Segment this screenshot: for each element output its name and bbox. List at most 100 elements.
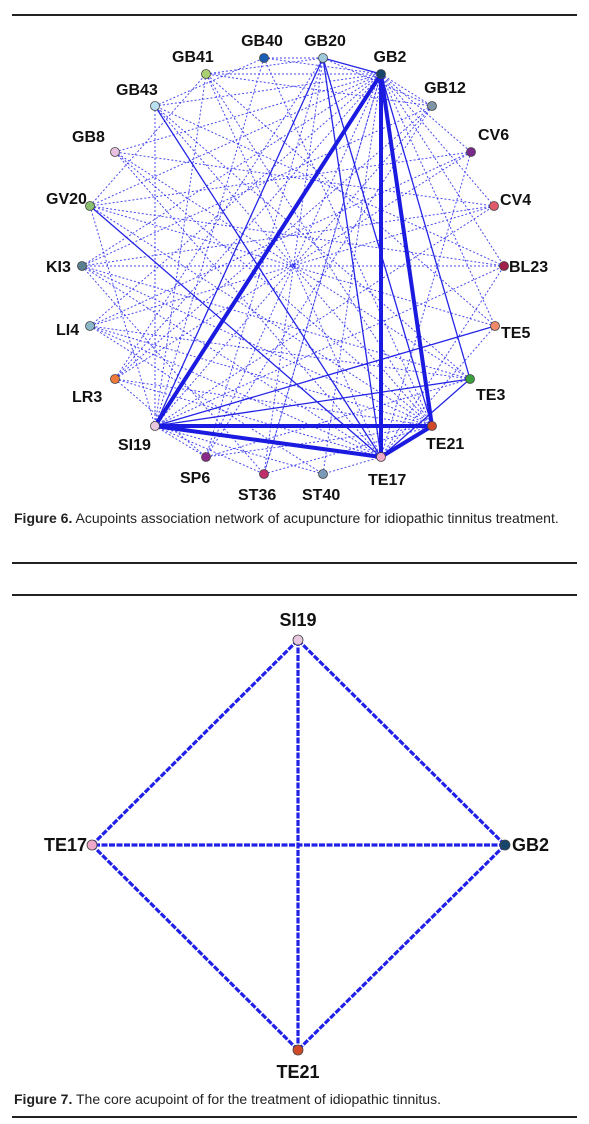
edge-dotted-LI4-TE21 [89, 325, 433, 427]
edge-thick-GB2-SI19 [153, 72, 383, 428]
node-label-gb41: GB41 [172, 49, 214, 66]
edge-dotted-TE21-GB41 [205, 73, 433, 427]
core-node-label-gb2: GB2 [512, 835, 549, 855]
node-label-cv6: CV6 [478, 127, 509, 144]
core-node-te17 [86, 839, 98, 851]
node-cv4 [489, 201, 499, 211]
node-li4 [85, 321, 95, 331]
node-gv20 [85, 201, 95, 211]
node-label-gb8: GB8 [72, 129, 105, 146]
edge-thick-GB2-TE21 [379, 73, 434, 427]
core-edge-TE21-TE17 [90, 843, 300, 1052]
core-node-label-te21: TE21 [276, 1062, 319, 1082]
node-label-gb43: GB43 [116, 82, 158, 99]
edge-dotted-GB40-TE21 [263, 57, 433, 427]
edge-dotted-TE3-KI3 [81, 265, 471, 380]
core-node-te21 [292, 1044, 304, 1056]
core-node-label-te17: TE17 [44, 835, 87, 855]
node-label-lr3: LR3 [72, 389, 102, 406]
edge-dotted-SI19-SP6 [154, 425, 207, 458]
edge-dotted-GB12-KI3 [81, 105, 433, 267]
node-gb8 [110, 147, 120, 157]
node-label-bl23: BL23 [509, 259, 548, 276]
node-te5 [490, 321, 500, 331]
node-label-te5: TE5 [501, 325, 530, 342]
node-label-te17: TE17 [368, 472, 406, 489]
edge-dotted-KI3-TE21 [81, 265, 433, 427]
edge-dotted-GB2-CV4 [380, 73, 495, 207]
edge-dotted-GB8-TE17 [114, 151, 382, 458]
node-st36 [259, 469, 269, 479]
node-label-si19: SI19 [118, 437, 151, 454]
node-te3 [465, 374, 475, 384]
core-edge-GB2-TE21 [296, 843, 507, 1052]
edge-solid-GB2-TE3 [380, 73, 471, 380]
figure7-caption: Figure 7. The core acupoint of for the t… [14, 1090, 574, 1109]
edge-dotted-ST40-SI19 [154, 425, 324, 475]
figure7-top-rule [12, 594, 577, 596]
core-edges [90, 638, 507, 1052]
edge-dotted-GB41-SI19 [154, 73, 207, 427]
edge-dotted-GV20-GB2 [89, 73, 382, 207]
edge-dotted-GB20-SP6 [205, 57, 324, 458]
edge-dotted-ST36-TE21 [263, 425, 433, 475]
edge-dotted-CV6-GV20 [89, 151, 472, 207]
core-nodes: SI19 GB2 TE21 TE17 [44, 610, 549, 1082]
node-label-st40: ST40 [302, 487, 340, 500]
edge-solid-GB20-TE21 [322, 57, 433, 427]
node-ki3 [77, 261, 87, 271]
node-label-te21: TE21 [426, 436, 464, 453]
edge-dotted-TE17-CV6 [380, 151, 472, 458]
core-edge-SI19-GB2 [296, 638, 507, 847]
edge-thick-TE21-TE17 [379, 424, 434, 459]
node-te21 [427, 421, 437, 431]
node-bl23 [499, 261, 509, 271]
core-node-si19 [292, 634, 304, 646]
node-gb40 [259, 53, 269, 63]
node-label-te3: TE3 [476, 387, 505, 404]
node-label-ki3: KI3 [46, 259, 71, 276]
acupoint-network-diagram: GB40 GB20 GB2 GB12 CV6 CV4 BL23 TE5 TE3 TE21 TE17 S… [46, 33, 548, 500]
node-gb43 [150, 101, 160, 111]
edge-dotted-LR3-GB2 [114, 73, 382, 380]
edge-dotted-KI3-TE17 [81, 265, 382, 458]
node-label-li4: LI4 [56, 322, 79, 339]
figure7-caption-label: Figure 7. [14, 1091, 73, 1107]
figure6-bottom-rule [12, 562, 577, 564]
edge-dotted-TE5-GV20 [89, 205, 496, 327]
edge-dotted-BL23-GV20 [89, 205, 505, 267]
node-label-gv20: GV20 [46, 191, 87, 208]
node-gb20 [318, 53, 328, 63]
node-label-gb20: GB20 [304, 33, 346, 50]
edge-dotted-GB2-ST36 [263, 73, 382, 475]
edge-dotted-SI19-CV4 [154, 205, 495, 427]
edge-solid-GB20-GB2 [322, 57, 382, 75]
node-label-cv4: CV4 [500, 192, 531, 209]
node-cv6 [466, 147, 476, 157]
edge-dotted-LR3-TE21 [114, 378, 433, 427]
node-label-gb40: GB40 [241, 33, 283, 50]
node-lr3 [110, 374, 120, 384]
edge-solid-GV20-TE17 [89, 205, 382, 458]
edge-thick-SI19-TE17 [154, 424, 382, 459]
node-st40 [318, 469, 328, 479]
node-gb2 [376, 69, 386, 79]
edge-dotted-GB12-SI19 [154, 105, 433, 427]
core-edge-SI19-TE17 [90, 638, 300, 847]
edge-dotted-LI4-GB2 [89, 73, 382, 327]
edge-dotted-LI4-TE17 [89, 325, 382, 458]
edge-dotted-ST40-GB2 [322, 73, 382, 475]
figure7-bottom-rule [12, 1116, 577, 1118]
figure6-caption-label: Figure 6. [14, 510, 73, 526]
edge-solid-GB20-TE17 [322, 57, 382, 458]
node-sp6 [201, 452, 211, 462]
node-label-st36: ST36 [238, 487, 276, 500]
node-si19 [150, 421, 160, 431]
node-gb41 [201, 69, 211, 79]
edge-dotted-CV6-LI4 [89, 151, 472, 327]
edge-solid-TE17-TE3 [380, 378, 471, 458]
node-label-sp6: SP6 [180, 470, 210, 487]
edge-solid-GB20-SI19 [154, 57, 324, 427]
network-nodes: GB40 GB20 GB2 GB12 CV6 CV4 BL23 TE5 TE3 TE21 TE17 S… [46, 33, 548, 500]
